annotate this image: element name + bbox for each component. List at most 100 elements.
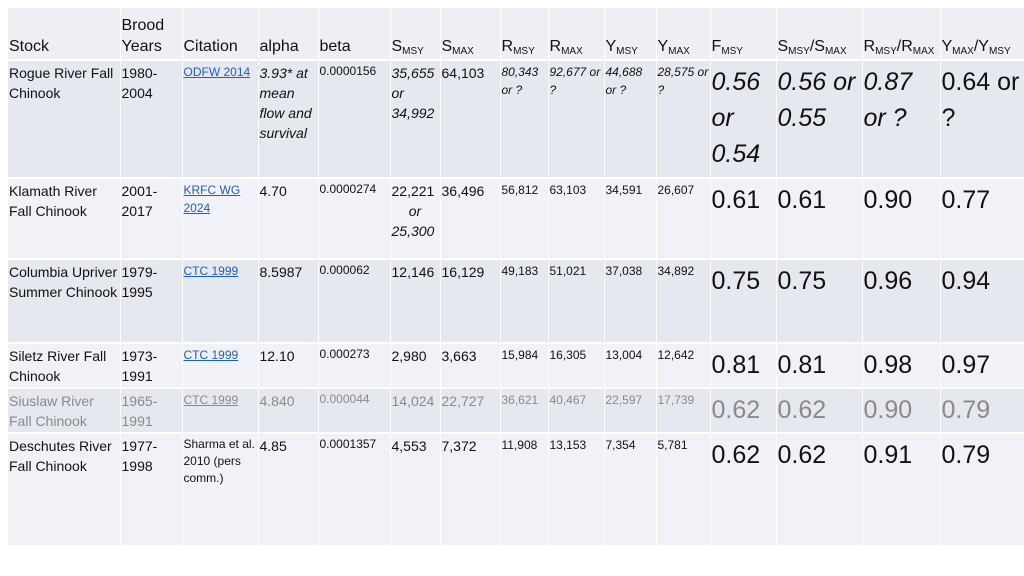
ymax-ymsy-cell: 0.64 or ?	[940, 60, 1024, 179]
beta-cell: 0.000273	[318, 343, 391, 389]
smsy-smax-cell: 0.62	[776, 433, 863, 547]
smax-cell: 22,727	[440, 388, 501, 434]
rmax-cell: 92,677 or ?	[548, 60, 605, 179]
ymax-cell: 26,607	[656, 178, 711, 260]
header-row: Stock Brood Years Citation alpha beta SM…	[8, 8, 1024, 61]
ymax-ymsy-cell: 0.77	[940, 178, 1024, 260]
stock-cell: Klamath River Fall Chinook	[8, 178, 121, 260]
table-row: Deschutes River Fall Chinook 1977-1998 S…	[8, 433, 1024, 547]
alpha-cell: 12.10	[258, 343, 319, 389]
smax-cell: 36,496	[440, 178, 501, 260]
rmax-cell: 51,021	[548, 259, 605, 344]
smsy-cell: 2,980	[390, 343, 441, 389]
smsy-smax-cell: 0.56 or 0.55	[776, 60, 863, 179]
citation-cell: ODFW 2014	[182, 60, 259, 179]
ymsy-cell: 44,688 or ?	[604, 60, 657, 179]
ymax-ymsy-cell: 0.97	[940, 343, 1024, 389]
smsy-cell: 35,655 or 34,992	[390, 60, 441, 179]
ymax-ymsy-cell: 0.94	[940, 259, 1024, 344]
citation-cell: CTC 1999	[182, 388, 259, 434]
rmsy-cell: 49,183	[500, 259, 549, 344]
smsy-smax-cell: 0.62	[776, 388, 863, 434]
years-cell: 1965-1991	[120, 388, 183, 434]
smsy-cell: 14,024	[390, 388, 441, 434]
ymax-cell: 17,739	[656, 388, 711, 434]
citation-link[interactable]: KRFC WG 2024	[183, 183, 241, 215]
stock-cell: Siuslaw River Fall Chinook	[8, 388, 121, 434]
header-citation: Citation	[182, 8, 259, 61]
years-cell: 1973-1991	[120, 343, 183, 389]
header-smsy-smax: SMSY/SMAX	[776, 8, 863, 61]
smax-cell: 64,103	[440, 60, 501, 179]
table-row: Siletz River Fall Chinook 1973-1991 CTC …	[8, 343, 1024, 389]
alpha-cell: 3.93* at mean flow and survival	[258, 60, 319, 179]
fmsy-cell: 0.62	[710, 388, 777, 434]
header-stock: Stock	[8, 8, 121, 61]
citation-cell: Sharma et al. 2010 (pers comm.)	[182, 433, 259, 547]
years-cell: 1977-1998	[120, 433, 183, 547]
rmax-cell: 40,467	[548, 388, 605, 434]
years-cell: 2001-2017	[120, 178, 183, 260]
beta-cell: 0.000044	[318, 388, 391, 434]
rmsy-rmax-cell: 0.90	[862, 178, 941, 260]
citation-link[interactable]: CTC 1999	[183, 264, 239, 278]
years-cell: 1979-1995	[120, 259, 183, 344]
header-ymsy: YMSY	[604, 8, 657, 61]
citation-link[interactable]: ODFW 2014	[183, 65, 251, 79]
smax-cell: 16,129	[440, 259, 501, 344]
stock-cell: Rogue River Fall Chinook	[8, 60, 121, 179]
header-rmax: RMAX	[548, 8, 605, 61]
header-fmsy: FMSY	[710, 8, 777, 61]
smsy-smax-cell: 0.61	[776, 178, 863, 260]
fmsy-cell: 0.81	[710, 343, 777, 389]
header-alpha: alpha	[258, 8, 319, 61]
rmsy-cell: 56,812	[500, 178, 549, 260]
table-row: Siuslaw River Fall Chinook 1965-1991 CTC…	[8, 388, 1024, 434]
header-ymax-ymsy: YMAX/YMSY	[940, 8, 1024, 61]
header-beta: beta	[318, 8, 391, 61]
fmsy-cell: 0.75	[710, 259, 777, 344]
citation-cell: CTC 1999	[182, 343, 259, 389]
citation-link[interactable]: CTC 1999	[183, 393, 239, 407]
rmsy-rmax-cell: 0.90	[862, 388, 941, 434]
ymax-cell: 34,892	[656, 259, 711, 344]
fmsy-cell: 0.56 or 0.54	[710, 60, 777, 179]
fmsy-cell: 0.62	[710, 433, 777, 547]
rmsy-cell: 36,621	[500, 388, 549, 434]
rmsy-cell: 11,908	[500, 433, 549, 547]
ymsy-cell: 37,038	[604, 259, 657, 344]
stock-cell: Siletz River Fall Chinook	[8, 343, 121, 389]
citation-cell: CTC 1999	[182, 259, 259, 344]
header-smax: SMAX	[440, 8, 501, 61]
smsy-smax-cell: 0.75	[776, 259, 863, 344]
ymsy-cell: 34,591	[604, 178, 657, 260]
beta-cell: 0.0001357	[318, 433, 391, 547]
rmsy-cell: 15,984	[500, 343, 549, 389]
beta-cell: 0.0000156	[318, 60, 391, 179]
header-ymax: YMAX	[656, 8, 711, 61]
ymsy-cell: 22,597	[604, 388, 657, 434]
smsy-cell: 4,553	[390, 433, 441, 547]
header-brood-years: Brood Years	[120, 8, 183, 61]
citation-cell: KRFC WG 2024	[182, 178, 259, 260]
stock-cell: Columbia Upriver Summer Chinook	[8, 259, 121, 344]
smsy-cell: 22,221 or 25,300	[390, 178, 441, 260]
header-smsy: SMSY	[390, 8, 441, 61]
rmsy-rmax-cell: 0.96	[862, 259, 941, 344]
ymsy-cell: 13,004	[604, 343, 657, 389]
beta-cell: 0.0000274	[318, 178, 391, 260]
ymax-cell: 28,575 or ?	[656, 60, 711, 179]
rmax-cell: 16,305	[548, 343, 605, 389]
header-rmsy-rmax: RMSY/RMAX	[862, 8, 941, 61]
smsy-cell: 12,146	[390, 259, 441, 344]
rmax-cell: 13,153	[548, 433, 605, 547]
alpha-cell: 8.5987	[258, 259, 319, 344]
rmsy-rmax-cell: 0.87 or ?	[862, 60, 941, 179]
ymax-ymsy-cell: 0.79	[940, 388, 1024, 434]
fmsy-cell: 0.61	[710, 178, 777, 260]
alpha-cell: 4.85	[258, 433, 319, 547]
alpha-cell: 4.840	[258, 388, 319, 434]
table-row: Columbia Upriver Summer Chinook 1979-199…	[8, 259, 1024, 344]
citation-link[interactable]: CTC 1999	[183, 348, 239, 362]
beta-cell: 0.000062	[318, 259, 391, 344]
